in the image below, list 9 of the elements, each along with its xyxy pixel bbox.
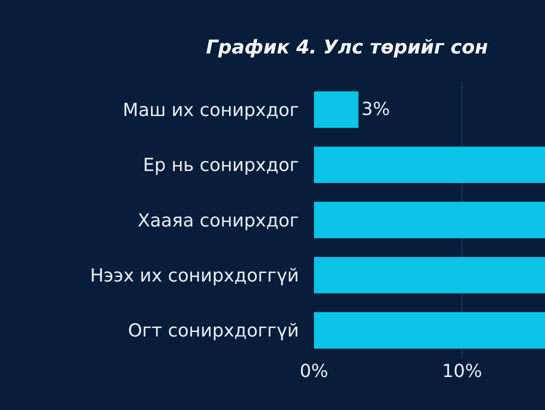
chart-title: График 4. Улс төрийг сон [206, 36, 488, 59]
y-tick-label: Огт сонирхдоггүй [128, 320, 299, 342]
data-label: 3% [361, 99, 390, 120]
x-tick-label: 0% [300, 361, 328, 382]
y-tick-label: Ер нь сонирхдог [143, 155, 299, 176]
x-tick-label: 10% [442, 361, 482, 382]
y-tick-label: Маш их сонирхдог [122, 100, 299, 121]
y-tick-label: Хааяа сонирхдог [138, 210, 299, 232]
y-tick-label: Нээх их сонирхдоггүй [90, 266, 299, 286]
